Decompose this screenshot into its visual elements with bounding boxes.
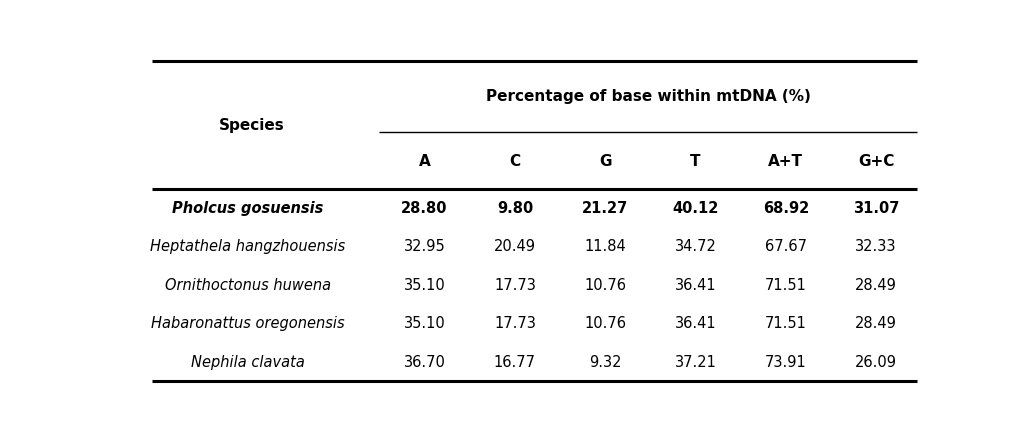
Text: Percentage of base within mtDNA (%): Percentage of base within mtDNA (%) (486, 89, 811, 104)
Text: 36.41: 36.41 (674, 316, 717, 331)
Text: 17.73: 17.73 (494, 316, 536, 331)
Text: 21.27: 21.27 (582, 201, 628, 216)
Text: 37.21: 37.21 (674, 355, 717, 370)
Text: 26.09: 26.09 (855, 355, 897, 370)
Text: 40.12: 40.12 (672, 201, 719, 216)
Text: 32.33: 32.33 (855, 239, 896, 254)
Text: 31.07: 31.07 (853, 201, 900, 216)
Text: G+C: G+C (858, 154, 894, 169)
Text: 35.10: 35.10 (404, 278, 445, 293)
Text: 67.67: 67.67 (765, 239, 807, 254)
Text: Heptathela hangzhouensis: Heptathela hangzhouensis (150, 239, 345, 254)
Text: 16.77: 16.77 (493, 355, 536, 370)
Text: 34.72: 34.72 (674, 239, 717, 254)
Text: 11.84: 11.84 (584, 239, 626, 254)
Text: T: T (690, 154, 701, 169)
Text: 32.95: 32.95 (404, 239, 445, 254)
Text: 36.41: 36.41 (674, 278, 717, 293)
Text: 35.10: 35.10 (404, 316, 445, 331)
Text: 71.51: 71.51 (765, 316, 807, 331)
Text: 10.76: 10.76 (584, 278, 626, 293)
Text: A+T: A+T (768, 154, 803, 169)
Text: A: A (418, 154, 431, 169)
Text: 9.32: 9.32 (589, 355, 622, 370)
Text: Habaronattus oregonensis: Habaronattus oregonensis (151, 316, 344, 331)
Text: 71.51: 71.51 (765, 278, 807, 293)
Text: 28.49: 28.49 (855, 316, 897, 331)
Text: Nephila clavata: Nephila clavata (191, 355, 305, 370)
Text: 28.49: 28.49 (855, 278, 897, 293)
Text: 73.91: 73.91 (765, 355, 807, 370)
Text: 36.70: 36.70 (404, 355, 445, 370)
Text: 9.80: 9.80 (497, 201, 534, 216)
Text: 10.76: 10.76 (584, 316, 626, 331)
Text: 17.73: 17.73 (494, 278, 536, 293)
Text: C: C (509, 154, 520, 169)
Text: 28.80: 28.80 (401, 201, 448, 216)
Text: Ornithoctonus huwena: Ornithoctonus huwena (164, 278, 331, 293)
Text: 68.92: 68.92 (763, 201, 809, 216)
Text: Pholcus gosuensis: Pholcus gosuensis (173, 201, 324, 216)
Text: Species: Species (219, 117, 285, 133)
Text: G: G (599, 154, 612, 169)
Text: 20.49: 20.49 (493, 239, 536, 254)
